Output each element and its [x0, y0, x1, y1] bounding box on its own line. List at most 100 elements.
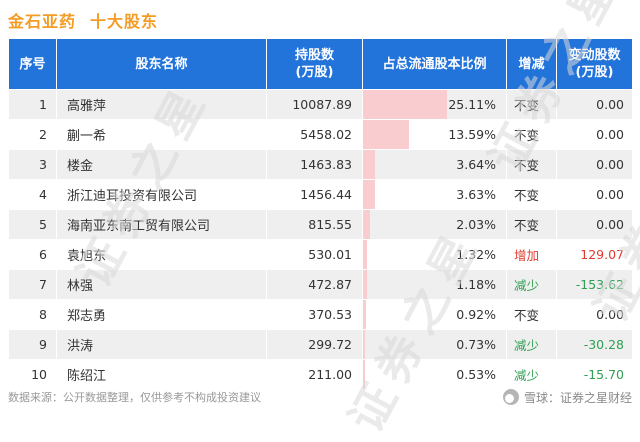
percent-cell: 13.59% [362, 119, 507, 150]
rank-cell: 10 [8, 359, 57, 390]
title-suffix: 十大股东 [90, 12, 159, 31]
rank-cell: 4 [8, 179, 57, 210]
table-row: 4 浙江迪耳投资有限公司 1456.44 3.63% 不变 0.00 [8, 179, 633, 210]
change-cell: 不变 [506, 179, 557, 210]
rank-cell: 3 [8, 149, 57, 180]
table-row: 9 洪涛 299.72 0.73% 减少 -30.28 [8, 329, 633, 360]
shareholder-name-cell: 洪涛 [56, 329, 267, 360]
percent-value: 0.92% [456, 307, 496, 322]
table-row: 5 海南亚东南工贸有限公司 815.55 2.03% 不变 0.00 [8, 209, 633, 240]
xueqiu-logo-icon [502, 389, 519, 405]
brand-text: 雪球：证券之星财经 [523, 390, 632, 405]
percent-value: 25.11% [448, 97, 496, 112]
percent-value: 0.73% [456, 337, 496, 352]
column-header-rank: 序号 [8, 38, 57, 90]
percent-bar [363, 300, 367, 329]
rank-cell: 9 [8, 329, 57, 360]
rank-cell: 2 [8, 119, 57, 150]
table-row: 2 蒯一希 5458.02 13.59% 不变 0.00 [8, 119, 633, 150]
percent-bar [363, 240, 368, 269]
shares-cell: 370.53 [266, 299, 363, 330]
change-cell: 不变 [506, 119, 557, 150]
rank-cell: 6 [8, 239, 57, 270]
change-cell: 不变 [506, 299, 557, 330]
percent-cell: 0.73% [362, 329, 507, 360]
table-row: 6 袁旭东 530.01 1.32% 增加 129.07 [8, 239, 633, 270]
shares-cell: 5458.02 [266, 119, 363, 150]
column-header-name: 股东名称 [56, 38, 267, 90]
table-row: 10 陈绍江 211.00 0.53% 减少 -15.70 [8, 359, 633, 390]
percent-cell: 0.53% [362, 359, 507, 390]
shareholder-name-cell: 海南亚东南工贸有限公司 [56, 209, 267, 240]
shares-cell: 211.00 [266, 359, 363, 390]
change-cell: 减少 [506, 329, 557, 360]
change-cell: 不变 [506, 209, 557, 240]
rank-cell: 1 [8, 89, 57, 120]
brand: 雪球：证券之星财经 [502, 389, 632, 406]
percent-value: 2.03% [456, 217, 496, 232]
change-cell: 减少 [506, 269, 557, 300]
percent-bar [363, 210, 370, 239]
percent-cell: 1.32% [362, 239, 507, 270]
percent-value: 3.64% [456, 157, 496, 172]
delta-cell: 129.07 [556, 239, 633, 270]
shares-cell: 10087.89 [266, 89, 363, 120]
delta-cell: -153.62 [556, 269, 633, 300]
percent-bar [363, 90, 448, 119]
rank-cell: 7 [8, 269, 57, 300]
delta-cell: 0.00 [556, 119, 633, 150]
table-row: 8 郑志勇 370.53 0.92% 不变 0.00 [8, 299, 633, 330]
shareholder-name-cell: 袁旭东 [56, 239, 267, 270]
percent-value: 1.32% [456, 247, 496, 262]
table-row: 7 林强 472.87 1.18% 减少 -153.62 [8, 269, 633, 300]
change-cell: 不变 [506, 89, 557, 120]
shares-cell: 472.87 [266, 269, 363, 300]
shareholder-name-cell: 林强 [56, 269, 267, 300]
percent-bar [363, 150, 376, 179]
percent-cell: 25.11% [362, 89, 507, 120]
percent-value: 13.59% [448, 127, 496, 142]
footer: 数据来源：公开数据整理，仅供参考不构成投资建议 雪球：证券之星财经 [8, 388, 632, 406]
change-cell: 增加 [506, 239, 557, 270]
shares-cell: 1463.83 [266, 149, 363, 180]
data-source-note: 数据来源：公开数据整理，仅供参考不构成投资建议 [8, 391, 261, 404]
delta-cell: 0.00 [556, 149, 633, 180]
shareholder-name-cell: 高雅萍 [56, 89, 267, 120]
shares-cell: 1456.44 [266, 179, 363, 210]
column-header-percent: 占总流通股本比例 [362, 38, 507, 90]
shareholders-table: 序号 股东名称 持股数 (万股) 占总流通股本比例 增减 变动股数 (万股) 1 高… [8, 38, 633, 390]
delta-cell: 0.00 [556, 179, 633, 210]
shares-cell: 299.72 [266, 329, 363, 360]
header-row: 序号 股东名称 持股数 (万股) 占总流通股本比例 增减 变动股数 (万股) [8, 38, 633, 90]
shareholder-name-cell: 蒯一希 [56, 119, 267, 150]
percent-bar [363, 180, 376, 209]
shareholder-name-cell: 陈绍江 [56, 359, 267, 390]
shares-cell: 530.01 [266, 239, 363, 270]
percent-cell: 0.92% [362, 299, 507, 330]
delta-cell: 0.00 [556, 89, 633, 120]
change-cell: 减少 [506, 359, 557, 390]
rank-cell: 8 [8, 299, 57, 330]
shareholder-name-cell: 浙江迪耳投资有限公司 [56, 179, 267, 210]
table-row: 1 高雅萍 10087.89 25.11% 不变 0.00 [8, 89, 633, 120]
delta-cell: 0.00 [556, 209, 633, 240]
percent-bar [363, 330, 366, 359]
change-cell: 不变 [506, 149, 557, 180]
percent-value: 0.53% [456, 367, 496, 382]
percent-value: 1.18% [456, 277, 496, 292]
percent-cell: 2.03% [362, 209, 507, 240]
rank-cell: 5 [8, 209, 57, 240]
column-header-shares: 持股数 (万股) [266, 38, 363, 90]
column-header-delta: 变动股数 (万股) [556, 38, 633, 90]
table-row: 3 楼金 1463.83 3.64% 不变 0.00 [8, 149, 633, 180]
percent-bar [363, 360, 365, 389]
delta-cell: 0.00 [556, 299, 633, 330]
percent-value: 3.63% [456, 187, 496, 202]
percent-bar [363, 120, 409, 149]
column-header-change: 增减 [506, 38, 557, 90]
stock-name: 金石亚药 [8, 12, 77, 31]
page-title: 金石亚药 十大股东 [8, 8, 158, 32]
shares-cell: 815.55 [266, 209, 363, 240]
shareholder-name-cell: 郑志勇 [56, 299, 267, 330]
delta-cell: -30.28 [556, 329, 633, 360]
